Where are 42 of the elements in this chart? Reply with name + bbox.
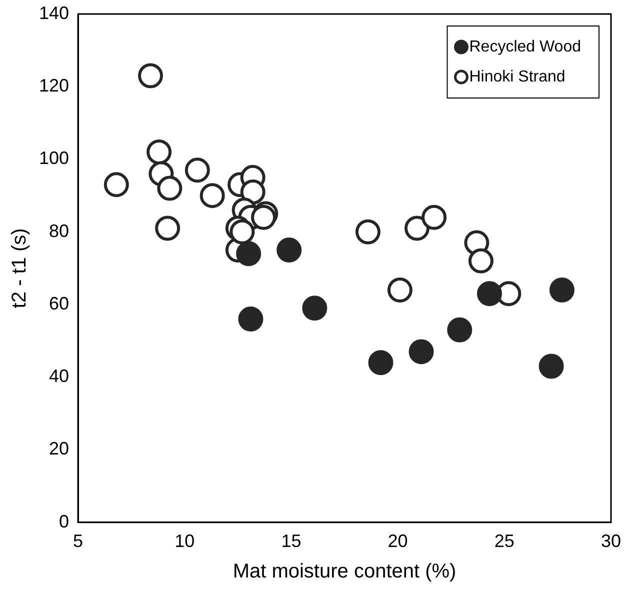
x-tick-label: 5 (73, 531, 84, 552)
point (146, 139, 172, 164)
x-tick-label: 15 (281, 531, 302, 552)
y-tick-label: 40 (49, 366, 70, 386)
y-tick-label: 100 (38, 148, 70, 168)
point (238, 306, 264, 332)
point (355, 219, 380, 244)
point (422, 204, 447, 230)
point (276, 238, 302, 263)
point (230, 219, 255, 244)
x-tick-label: 25 (494, 531, 514, 552)
y-tick-label: 120 (38, 76, 70, 96)
y-tick-label: 20 (49, 438, 70, 459)
point (236, 241, 262, 266)
y-tick-label: 140 (38, 2, 70, 23)
y-axis-title: t2 - t1 (s) (8, 228, 31, 308)
point (184, 158, 210, 183)
point (155, 216, 180, 241)
point (387, 277, 412, 302)
point (104, 172, 129, 198)
point (538, 354, 564, 379)
legend-label: Hinoki Strand (469, 68, 566, 86)
point (408, 339, 434, 364)
point (404, 216, 430, 241)
x-tick-label: 20 (388, 531, 408, 552)
x-tick-label: 10 (174, 531, 195, 552)
point (200, 183, 225, 208)
point (447, 317, 472, 342)
x-axis-title: Mat moisture content (%) (232, 560, 456, 583)
y-tick-label: 0 (59, 511, 70, 532)
y-tick-label: 80 (49, 220, 70, 241)
x-tick-label: 30 (600, 531, 622, 552)
point (240, 179, 266, 204)
point (157, 176, 182, 201)
point (138, 63, 164, 88)
point (549, 277, 574, 302)
legend-label: Recycled Wood (469, 38, 582, 56)
point (302, 296, 328, 321)
point (476, 281, 502, 306)
point (468, 248, 494, 274)
y-tick-label: 60 (49, 293, 70, 314)
point (368, 350, 394, 376)
